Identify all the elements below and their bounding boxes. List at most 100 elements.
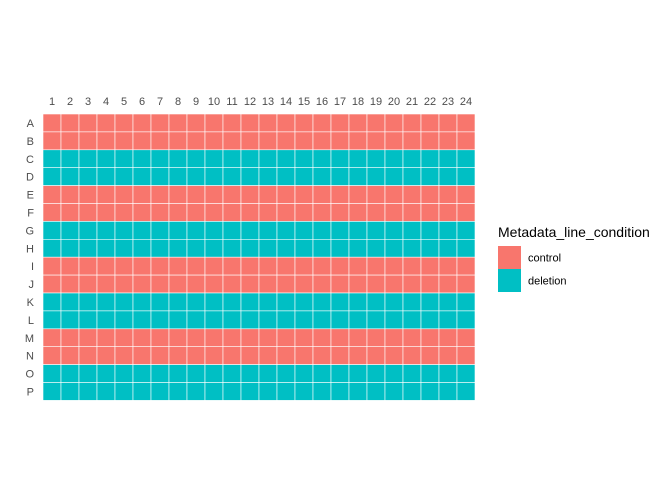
well-C5	[114, 149, 134, 169]
well-M12	[240, 328, 260, 347]
well-A14	[276, 113, 296, 133]
well-K3	[78, 292, 98, 312]
well-N21	[402, 346, 422, 365]
well-J2	[60, 274, 80, 294]
well-P9	[186, 382, 206, 401]
y-tick-label: I	[31, 261, 34, 273]
well-O23	[438, 364, 458, 383]
well-A8	[168, 113, 188, 133]
well-K18	[348, 292, 368, 312]
well-H18	[348, 239, 368, 258]
y-tick-label: A	[27, 118, 35, 130]
well-L8	[168, 310, 188, 330]
well-G3	[78, 221, 98, 240]
well-M21	[402, 328, 422, 347]
well-G7	[150, 221, 170, 240]
well-N16	[312, 346, 332, 365]
well-P18	[348, 382, 368, 401]
well-L11	[222, 310, 242, 330]
legend-items: control deletion	[498, 246, 567, 292]
well-L21	[402, 310, 422, 330]
well-I14	[276, 256, 296, 276]
well-L19	[366, 310, 386, 330]
well-O8	[168, 364, 188, 383]
well-I20	[384, 256, 404, 276]
x-tick-label: 21	[406, 96, 418, 108]
well-E9	[186, 185, 206, 204]
well-P22	[420, 382, 440, 401]
well-B9	[186, 131, 206, 151]
well-M5	[114, 328, 134, 347]
well-P17	[330, 382, 350, 401]
x-tick-label: 7	[157, 96, 163, 108]
well-P14	[276, 382, 296, 401]
well-L15	[294, 310, 314, 330]
well-I4	[96, 256, 116, 276]
well-D20	[384, 167, 404, 186]
x-tick-label: 15	[298, 96, 310, 108]
well-G12	[240, 221, 260, 240]
well-B18	[348, 131, 368, 151]
well-M3	[78, 328, 98, 347]
well-D1	[42, 167, 62, 186]
well-E12	[240, 185, 260, 204]
well-D12	[240, 167, 260, 186]
well-E14	[276, 185, 296, 204]
well-J15	[294, 274, 314, 294]
y-tick-label: C	[26, 154, 34, 166]
well-K14	[276, 292, 296, 312]
well-L16	[312, 310, 332, 330]
x-tick-label: 24	[460, 96, 472, 108]
well-J1	[42, 274, 62, 294]
well-P4	[96, 382, 116, 401]
well-B8	[168, 131, 188, 151]
well-C3	[78, 149, 98, 169]
well-E20	[384, 185, 404, 204]
well-E7	[150, 185, 170, 204]
well-N18	[348, 346, 368, 365]
well-A6	[132, 113, 152, 133]
well-J16	[312, 274, 332, 294]
y-tick-label: B	[27, 136, 34, 148]
well-C1	[42, 149, 62, 169]
well-D2	[60, 167, 80, 186]
well-L3	[78, 310, 98, 330]
well-D8	[168, 167, 188, 186]
well-K4	[96, 292, 116, 312]
well-G10	[204, 221, 224, 240]
well-P6	[132, 382, 152, 401]
well-O6	[132, 364, 152, 383]
x-tick-label: 20	[388, 96, 400, 108]
well-A10	[204, 113, 224, 133]
well-O7	[150, 364, 170, 383]
well-I12	[240, 256, 260, 276]
well-D24	[456, 167, 476, 186]
well-B17	[330, 131, 350, 151]
well-P24	[456, 382, 476, 401]
well-P15	[294, 382, 314, 401]
well-M19	[366, 328, 386, 347]
well-K6	[132, 292, 152, 312]
well-O4	[96, 364, 116, 383]
well-A21	[402, 113, 422, 133]
well-F6	[132, 203, 152, 222]
well-B10	[204, 131, 224, 151]
well-B16	[312, 131, 332, 151]
well-H3	[78, 239, 98, 258]
well-C24	[456, 149, 476, 169]
well-L20	[384, 310, 404, 330]
y-tick-label: K	[27, 297, 35, 309]
well-A22	[420, 113, 440, 133]
well-O20	[384, 364, 404, 383]
well-G6	[132, 221, 152, 240]
well-K11	[222, 292, 242, 312]
well-L9	[186, 310, 206, 330]
well-A24	[456, 113, 476, 133]
well-P13	[258, 382, 278, 401]
well-D15	[294, 167, 314, 186]
well-I5	[114, 256, 134, 276]
well-B13	[258, 131, 278, 151]
well-F4	[96, 203, 116, 222]
